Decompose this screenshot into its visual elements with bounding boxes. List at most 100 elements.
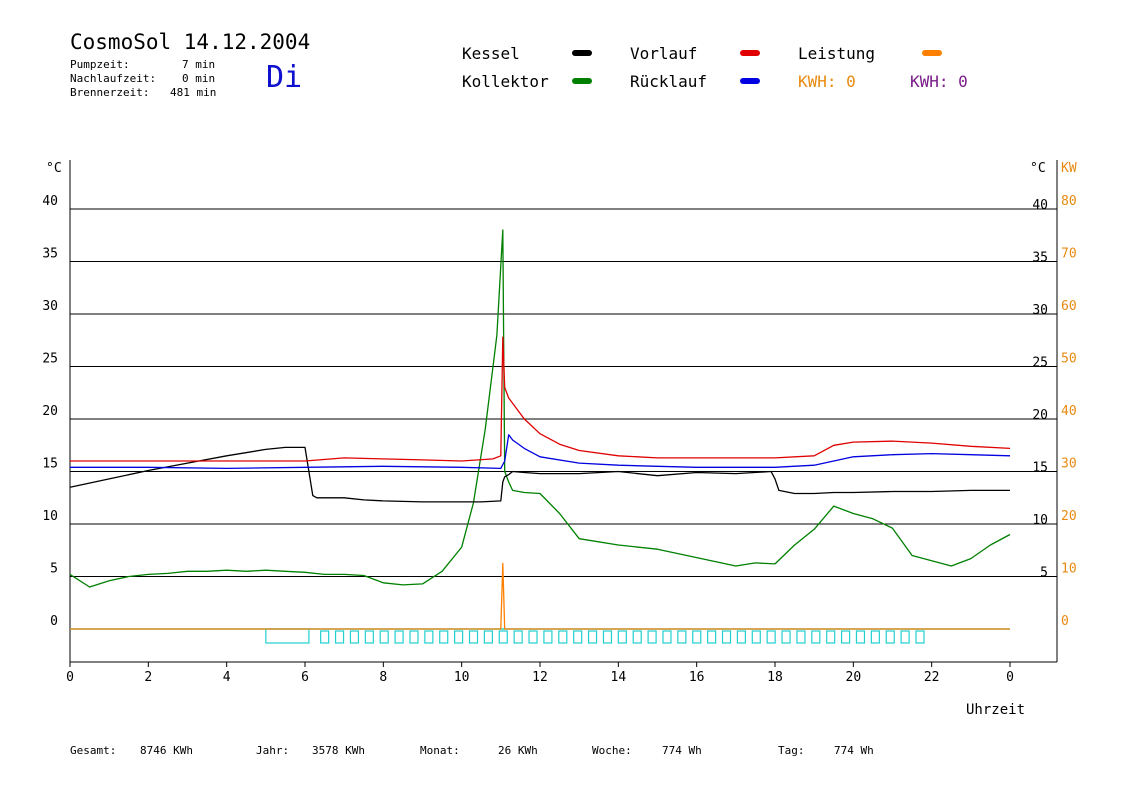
pump-marker-wide — [265, 628, 310, 644]
y2-tick-40: 40 — [1061, 404, 1077, 419]
footer-woche-label: Woche: — [592, 744, 632, 757]
y2-tick-20: 20 — [1061, 509, 1077, 524]
pump-marker-27 — [721, 630, 732, 644]
footer-tag-label: Tag: — [778, 744, 805, 757]
series-line-ruecklauf — [70, 434, 1011, 470]
pump-marker-12 — [498, 630, 508, 644]
pump-marker-8 — [439, 630, 449, 644]
pump-marker-31 — [781, 630, 791, 644]
left-axis-unit: °C — [46, 161, 62, 176]
footer-jahr-label: Jahr: — [256, 744, 290, 757]
x-tick-0: 0 — [66, 670, 74, 685]
chart-series — [69, 229, 1011, 630]
pump-marker-29 — [751, 630, 761, 644]
x-tick-7: 14 — [611, 670, 627, 685]
y-tick-right-5: 5 — [1040, 566, 1048, 581]
weekday-label: Di — [266, 60, 303, 95]
series-line-kollektor — [69, 229, 1011, 588]
pump-marker-24 — [677, 630, 687, 644]
pump-marker-11 — [483, 630, 493, 644]
x-tick-1: 2 — [144, 670, 152, 685]
stat-nachlaufzeit-label: Nachlaufzeit: — [70, 72, 157, 85]
legend-ruecklauf-swatch — [740, 78, 760, 84]
pump-marker-34 — [826, 630, 836, 644]
legend-kollektor-label: Kollektor — [462, 72, 549, 91]
pump-marker-15 — [543, 630, 553, 644]
footer-gesamt-value: 8746 KWh — [140, 744, 193, 757]
pump-marker-25 — [692, 630, 702, 644]
right-axis-unit: °C — [1030, 161, 1046, 176]
pump-marker-32 — [796, 630, 806, 644]
pump-marker-14 — [528, 630, 538, 644]
legend-vorlauf-swatch — [740, 50, 760, 56]
chart-ticks: 0510152025303540510152025303540010203040… — [42, 194, 1076, 685]
legend-kessel-label: Kessel — [462, 44, 520, 63]
stat-brennerzeit-value: 481 min — [170, 86, 217, 99]
x-tick-4: 8 — [379, 670, 387, 685]
x-tick-11: 22 — [924, 670, 940, 685]
x-tick-10: 20 — [846, 670, 862, 685]
x-tick-9: 18 — [767, 670, 783, 685]
y-tick-right-15: 15 — [1032, 461, 1048, 476]
pump-marker-9 — [454, 630, 464, 644]
y-tick-left-15: 15 — [42, 457, 58, 472]
pump-marker-18 — [587, 630, 598, 644]
pump-marker-16 — [558, 630, 568, 644]
y-tick-left-25: 25 — [42, 352, 58, 367]
x-axis-label: Uhrzeit — [966, 702, 1025, 718]
footer-jahr-value: 3578 KWh — [312, 744, 365, 757]
x-tick-12: 0 — [1006, 670, 1014, 685]
y-tick-left-10: 10 — [42, 509, 58, 524]
series-line-leistung — [70, 562, 1010, 630]
footer-tag-value: 774 Wh — [834, 744, 874, 757]
x-tick-6: 12 — [532, 670, 548, 685]
x-tick-3: 6 — [301, 670, 309, 685]
legend-leistung-label: Leistung — [798, 44, 876, 63]
y2-tick-80: 80 — [1061, 194, 1077, 209]
legend-leistung-swatch — [922, 50, 942, 56]
y2-tick-10: 10 — [1061, 562, 1077, 577]
pump-marker-1 — [334, 630, 345, 644]
legend-ruecklauf-label: Rücklauf — [630, 72, 708, 91]
legend-kessel-swatch — [572, 50, 592, 56]
page-title: CosmoSol 14.12.2004 — [70, 30, 311, 54]
pump-marker-19 — [602, 630, 613, 644]
pump-marker-22 — [647, 630, 657, 644]
pump-marker-30 — [766, 630, 776, 644]
footer-woche-value: 774 Wh — [662, 744, 702, 757]
legend-kollektor-swatch — [572, 78, 592, 84]
footer-gesamt-label: Gesamt: — [70, 744, 117, 757]
stat-nachlaufzeit-value: 0 min — [182, 72, 216, 85]
pump-marker-0 — [320, 630, 330, 644]
y2-tick-50: 50 — [1061, 352, 1077, 367]
y-tick-right-30: 30 — [1032, 303, 1048, 318]
legend-kwh-orange: KWH: 0 — [798, 72, 856, 91]
series-line-kessel — [69, 446, 1010, 503]
pump-marker-40 — [915, 630, 925, 644]
stat-pumpzeit-label: Pumpzeit: — [70, 58, 130, 71]
y-tick-left-40: 40 — [42, 194, 58, 209]
footer-monat-value: 26 KWh — [498, 744, 538, 757]
y-tick-right-40: 40 — [1032, 198, 1048, 213]
pump-marker-5 — [394, 630, 404, 644]
y-tick-right-25: 25 — [1032, 356, 1048, 371]
legend-vorlauf-label: Vorlauf — [630, 44, 698, 63]
y-tick-left-35: 35 — [42, 247, 58, 262]
pump-marker-38 — [885, 630, 895, 644]
x-tick-5: 10 — [454, 670, 470, 685]
footer-monat-label: Monat: — [420, 744, 460, 757]
pump-status-markers — [70, 628, 1010, 644]
legend-kwh-purple: KWH: 0 — [910, 72, 968, 91]
y-tick-left-5: 5 — [50, 562, 58, 577]
pump-marker-7 — [424, 630, 434, 644]
pump-marker-2 — [349, 630, 360, 644]
pump-marker-39 — [900, 630, 910, 644]
y-tick-right-35: 35 — [1032, 251, 1048, 266]
series-line-vorlauf — [70, 336, 1011, 462]
pump-marker-17 — [573, 630, 583, 644]
pump-marker-33 — [811, 630, 821, 644]
chart-grid — [70, 208, 1057, 577]
y-tick-right-10: 10 — [1032, 513, 1048, 528]
x-tick-8: 16 — [689, 670, 705, 685]
pump-marker-10 — [468, 630, 479, 644]
